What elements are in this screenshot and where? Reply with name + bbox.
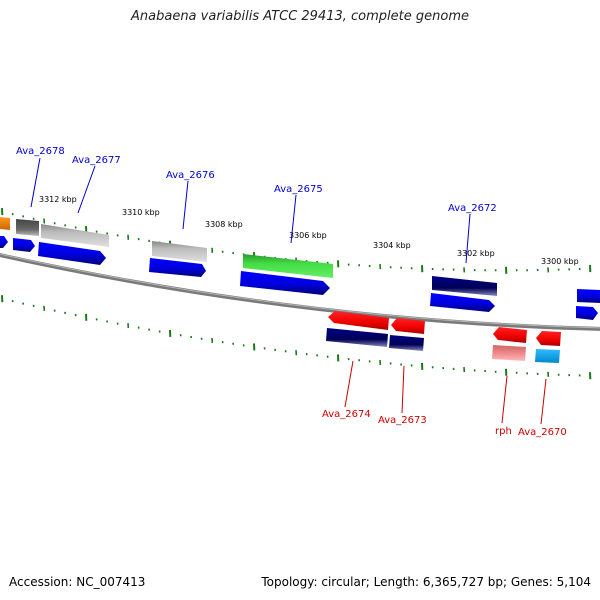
cds-arrow[interactable] (38, 242, 106, 265)
genome-summary-text: Topology: circular; Length: 6,365,727 bp… (261, 575, 591, 589)
scale-label-3300: 3300 kbp (541, 257, 579, 266)
cds-arrow[interactable] (430, 293, 495, 312)
gene-feature[interactable] (536, 331, 561, 346)
forward-cds (0, 236, 600, 320)
cds-arrow[interactable] (13, 238, 35, 252)
scale-label-3312: 3312 kbp (39, 195, 77, 204)
gene-feature[interactable] (493, 327, 527, 343)
gene-label-top[interactable]: Ava_2676 (166, 170, 215, 181)
gene-label-top[interactable]: Ava_2677 (72, 155, 121, 166)
genome-backbone (0, 253, 600, 331)
cds-box[interactable] (535, 349, 560, 363)
gene-feature[interactable] (432, 276, 497, 296)
cds-box[interactable] (492, 345, 526, 361)
cds-box[interactable] (389, 335, 424, 351)
gene-label-bottom[interactable]: rph (495, 426, 512, 437)
scale-label-3306: 3306 kbp (289, 231, 327, 240)
gene-feature[interactable] (152, 241, 207, 262)
gene-feature[interactable] (41, 224, 109, 247)
cds-box[interactable] (326, 328, 388, 347)
cds-arrow[interactable] (577, 289, 600, 303)
accession-text: Accession: NC_007413 (9, 575, 146, 589)
gene-label-bottom[interactable]: Ava_2674 (322, 409, 371, 420)
scale-ticks-top (1, 208, 592, 274)
forward-features (0, 217, 497, 296)
gene-feature[interactable] (391, 318, 425, 334)
gene-label-top[interactable]: Ava_2672 (448, 203, 497, 214)
scale-label-3302: 3302 kbp (457, 249, 495, 258)
gene-feature[interactable] (243, 254, 333, 278)
scale-label-3310: 3310 kbp (122, 208, 160, 217)
bottom-leader-lines (344, 360, 547, 425)
gene-label-bottom[interactable]: Ava_2673 (378, 415, 427, 426)
gene-label-top[interactable]: Ava_2675 (274, 184, 323, 195)
gene-feature[interactable] (16, 219, 39, 236)
reverse-cds (326, 328, 560, 363)
cds-arrow[interactable] (240, 271, 330, 295)
scale-ticks-bottom (1, 295, 592, 380)
cds-arrow[interactable] (576, 306, 598, 320)
genome-title: Anabaena variabilis ATCC 29413, complete… (131, 9, 469, 24)
cds-arrow[interactable] (149, 258, 206, 277)
gene-feature[interactable] (0, 217, 10, 230)
gene-label-top[interactable]: Ava_2678 (16, 146, 65, 157)
top-leader-lines (30, 157, 471, 264)
reverse-features (328, 311, 561, 346)
scale-label-3308: 3308 kbp (205, 220, 243, 229)
cds-arrow[interactable] (0, 236, 8, 248)
scale-label-3304: 3304 kbp (373, 241, 411, 250)
gene-label-bottom[interactable]: Ava_2670 (518, 427, 567, 438)
gene-feature[interactable] (328, 311, 389, 330)
